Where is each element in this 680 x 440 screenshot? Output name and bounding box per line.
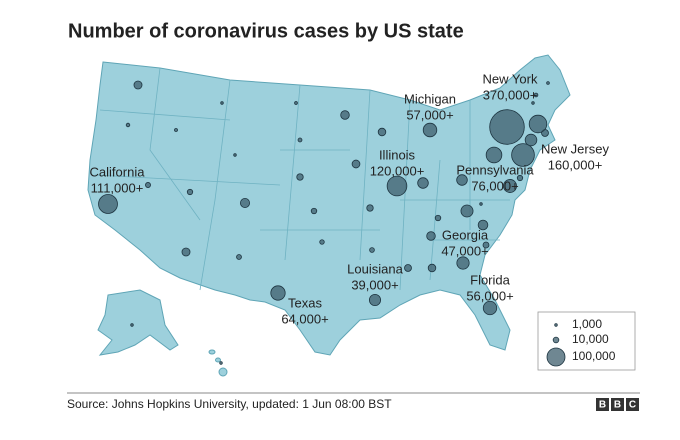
case-bubble [366,204,374,212]
case-bubble [546,81,550,85]
state-name: New Jersey [541,141,609,156]
state-name: Illinois [379,147,416,162]
state-cases: 57,000+ [406,107,453,122]
case-bubble [133,80,143,90]
state-name: Texas [288,295,322,310]
state-cases: 370,000+ [483,87,538,102]
state-name: Pennsylvania [456,162,534,177]
legend-bubble [554,323,558,327]
case-bubble [319,239,325,245]
state-name: Michigan [404,91,456,106]
case-bubble [340,110,350,120]
logo-letter: C [629,400,636,411]
case-bubble [503,179,517,193]
logo-block [596,398,609,411]
logo-letter: B [599,400,606,411]
logo-block [626,398,639,411]
case-bubble [386,175,408,197]
state-borders [94,67,510,291]
state-name: New York [483,71,538,86]
case-bubble [125,122,131,128]
case-bubble [511,143,535,167]
case-bubble [489,109,525,145]
state-cases: 120,000+ [370,163,425,178]
state-cases: 47,000+ [441,243,488,258]
source: Source: Johns Hopkins University, update… [67,397,392,411]
case-bubble [233,153,237,157]
case-bubble [456,256,470,270]
state-cases: 160,000+ [548,157,603,172]
legend-label: 1,000 [572,317,602,331]
case-bubble [524,133,538,147]
logo-letter: B [614,400,621,411]
case-bubble [434,214,442,222]
case-bubble [377,127,387,137]
state-name: California [90,164,146,179]
case-bubble [98,194,118,214]
state-cases: 64,000+ [281,311,328,326]
state-cases: 111,000+ [91,180,144,195]
alaska [97,289,179,356]
legend-label: 10,000 [572,332,609,346]
case-bubble [479,202,483,206]
title: Number of coronavirus cases by US state [68,20,464,42]
case-bubble [240,198,250,208]
case-bubble [482,300,498,316]
hawaii [208,349,216,355]
case-bubble [426,231,436,241]
logo-block [611,398,624,411]
case-bubble [181,247,191,257]
state-name: Georgia [442,227,489,242]
case-bubble [310,207,318,215]
case-bubble [130,323,134,327]
case-bubble [297,137,303,143]
legend-label: 100,000 [572,349,616,363]
case-bubble [460,204,474,218]
case-bubble [219,361,223,365]
case-bubble [477,219,489,231]
case-bubble [528,114,548,134]
hawaii [215,357,221,363]
case-bubble [417,177,429,189]
state-cases: 56,000+ [466,288,513,303]
case-bubble [531,101,535,105]
case-bubble [422,122,438,138]
hawaii [218,367,228,377]
bubbles [98,80,550,365]
legend-bubble [546,347,566,367]
case-bubble [456,174,468,186]
legend-bubble [552,336,560,344]
case-bubble [369,247,375,253]
state-cases: 39,000+ [351,277,398,292]
case-bubble [485,146,503,164]
case-bubble [145,182,151,188]
case-bubble [533,92,539,98]
case-bubble [404,264,412,272]
us-map [87,54,571,356]
case-bubble [186,188,194,196]
case-bubble [482,241,490,249]
case-bubble [351,159,361,169]
case-bubble [296,173,304,181]
case-bubble [427,263,437,273]
case-bubble [294,101,298,105]
case-bubble [270,285,286,301]
state-name: Florida [470,272,511,287]
case-bubble [516,174,524,182]
case-bubble [236,254,242,260]
case-bubble [368,293,382,307]
case-bubble [220,101,224,105]
case-bubble [174,128,178,132]
state-name: Louisiana [347,261,403,276]
state-cases: 76,000+ [471,178,518,193]
